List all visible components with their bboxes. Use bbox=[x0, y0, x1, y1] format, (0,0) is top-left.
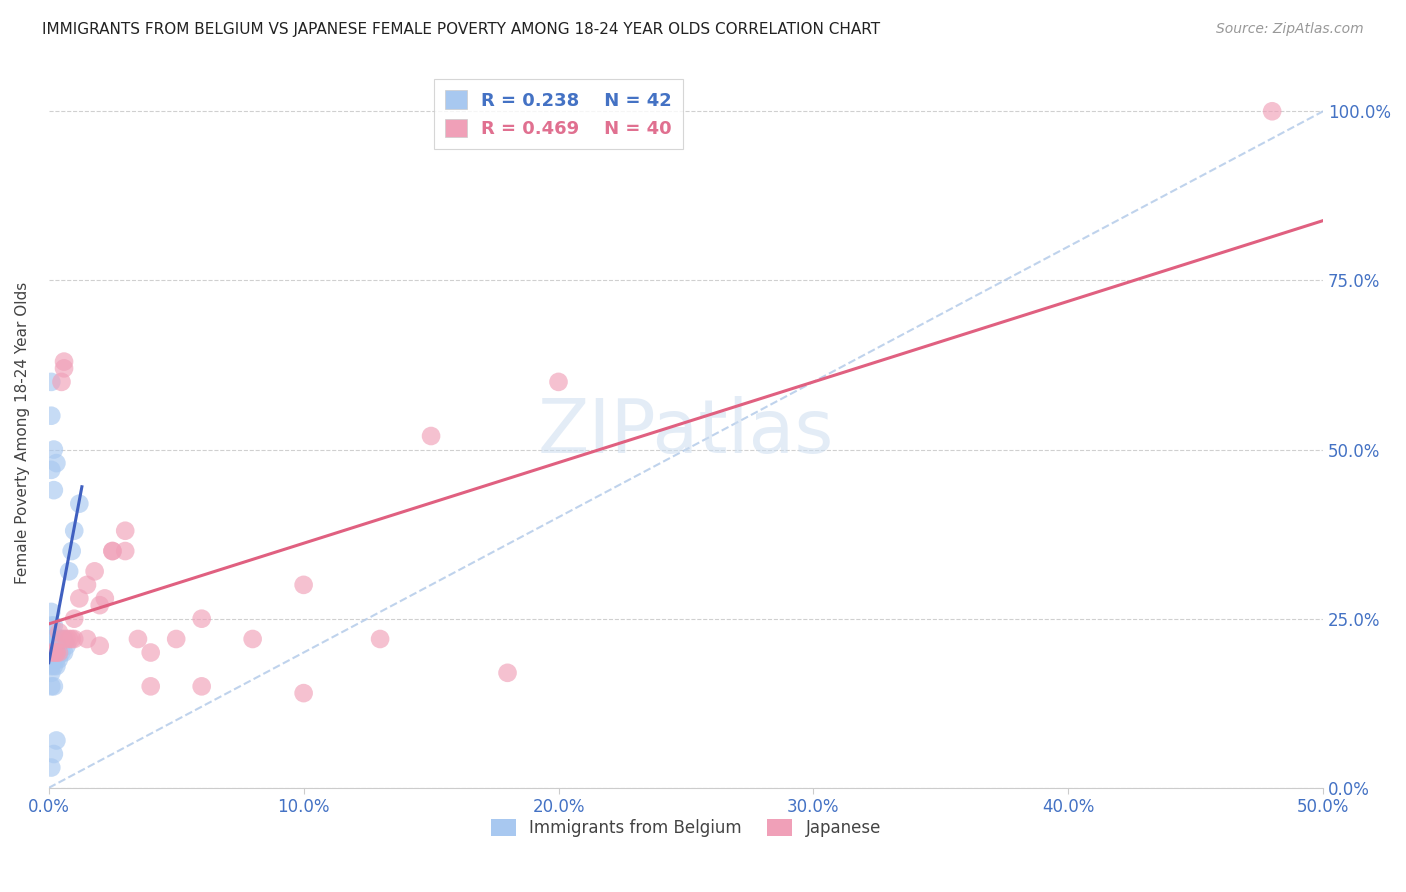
Point bbox=[45, 652, 67, 666]
Point bbox=[42, 679, 65, 693]
Text: ZIPatlas: ZIPatlas bbox=[537, 396, 834, 469]
Point bbox=[51, 646, 73, 660]
Point bbox=[292, 578, 315, 592]
Point bbox=[45, 733, 67, 747]
Point bbox=[45, 646, 67, 660]
Point bbox=[89, 639, 111, 653]
Point bbox=[45, 646, 67, 660]
Point bbox=[42, 483, 65, 497]
Point bbox=[76, 578, 98, 592]
Point bbox=[39, 375, 62, 389]
Point bbox=[63, 524, 86, 538]
Point bbox=[39, 679, 62, 693]
Point bbox=[420, 429, 443, 443]
Point bbox=[39, 409, 62, 423]
Point bbox=[42, 646, 65, 660]
Point bbox=[48, 625, 70, 640]
Point bbox=[42, 632, 65, 646]
Point bbox=[242, 632, 264, 646]
Point bbox=[51, 632, 73, 646]
Point bbox=[139, 646, 162, 660]
Point bbox=[45, 659, 67, 673]
Point bbox=[42, 646, 65, 660]
Point bbox=[48, 646, 70, 660]
Point bbox=[114, 524, 136, 538]
Point bbox=[42, 659, 65, 673]
Point bbox=[48, 632, 70, 646]
Point bbox=[114, 544, 136, 558]
Point bbox=[39, 760, 62, 774]
Point bbox=[51, 632, 73, 646]
Point bbox=[55, 639, 77, 653]
Point bbox=[94, 591, 117, 606]
Point bbox=[547, 375, 569, 389]
Point bbox=[39, 605, 62, 619]
Y-axis label: Female Poverty Among 18-24 Year Olds: Female Poverty Among 18-24 Year Olds bbox=[15, 282, 30, 583]
Point bbox=[45, 646, 67, 660]
Point bbox=[127, 632, 149, 646]
Point bbox=[42, 618, 65, 632]
Point bbox=[190, 612, 212, 626]
Point bbox=[42, 639, 65, 653]
Point bbox=[58, 565, 80, 579]
Point bbox=[139, 679, 162, 693]
Point bbox=[53, 354, 76, 368]
Point bbox=[45, 632, 67, 646]
Point bbox=[53, 646, 76, 660]
Point bbox=[39, 632, 62, 646]
Point bbox=[190, 679, 212, 693]
Point bbox=[39, 639, 62, 653]
Point bbox=[55, 632, 77, 646]
Point bbox=[42, 442, 65, 457]
Legend: Immigrants from Belgium, Japanese: Immigrants from Belgium, Japanese bbox=[485, 812, 887, 844]
Point bbox=[45, 639, 67, 653]
Point bbox=[63, 612, 86, 626]
Point bbox=[39, 463, 62, 477]
Point bbox=[60, 544, 83, 558]
Point bbox=[48, 652, 70, 666]
Point bbox=[60, 632, 83, 646]
Point bbox=[51, 375, 73, 389]
Point bbox=[42, 652, 65, 666]
Text: Source: ZipAtlas.com: Source: ZipAtlas.com bbox=[1216, 22, 1364, 37]
Point bbox=[101, 544, 124, 558]
Point bbox=[101, 544, 124, 558]
Point bbox=[368, 632, 391, 646]
Point bbox=[292, 686, 315, 700]
Point bbox=[83, 565, 105, 579]
Point bbox=[165, 632, 187, 646]
Point bbox=[39, 665, 62, 680]
Point bbox=[45, 456, 67, 470]
Point bbox=[1261, 104, 1284, 119]
Point bbox=[67, 591, 90, 606]
Point bbox=[53, 632, 76, 646]
Point bbox=[42, 747, 65, 761]
Point bbox=[48, 646, 70, 660]
Point bbox=[53, 361, 76, 376]
Point bbox=[63, 632, 86, 646]
Point bbox=[39, 652, 62, 666]
Point bbox=[39, 646, 62, 660]
Point bbox=[39, 646, 62, 660]
Point bbox=[58, 632, 80, 646]
Point bbox=[39, 659, 62, 673]
Point bbox=[89, 598, 111, 612]
Point bbox=[67, 497, 90, 511]
Point bbox=[76, 632, 98, 646]
Text: IMMIGRANTS FROM BELGIUM VS JAPANESE FEMALE POVERTY AMONG 18-24 YEAR OLDS CORRELA: IMMIGRANTS FROM BELGIUM VS JAPANESE FEMA… bbox=[42, 22, 880, 37]
Point bbox=[39, 618, 62, 632]
Point bbox=[496, 665, 519, 680]
